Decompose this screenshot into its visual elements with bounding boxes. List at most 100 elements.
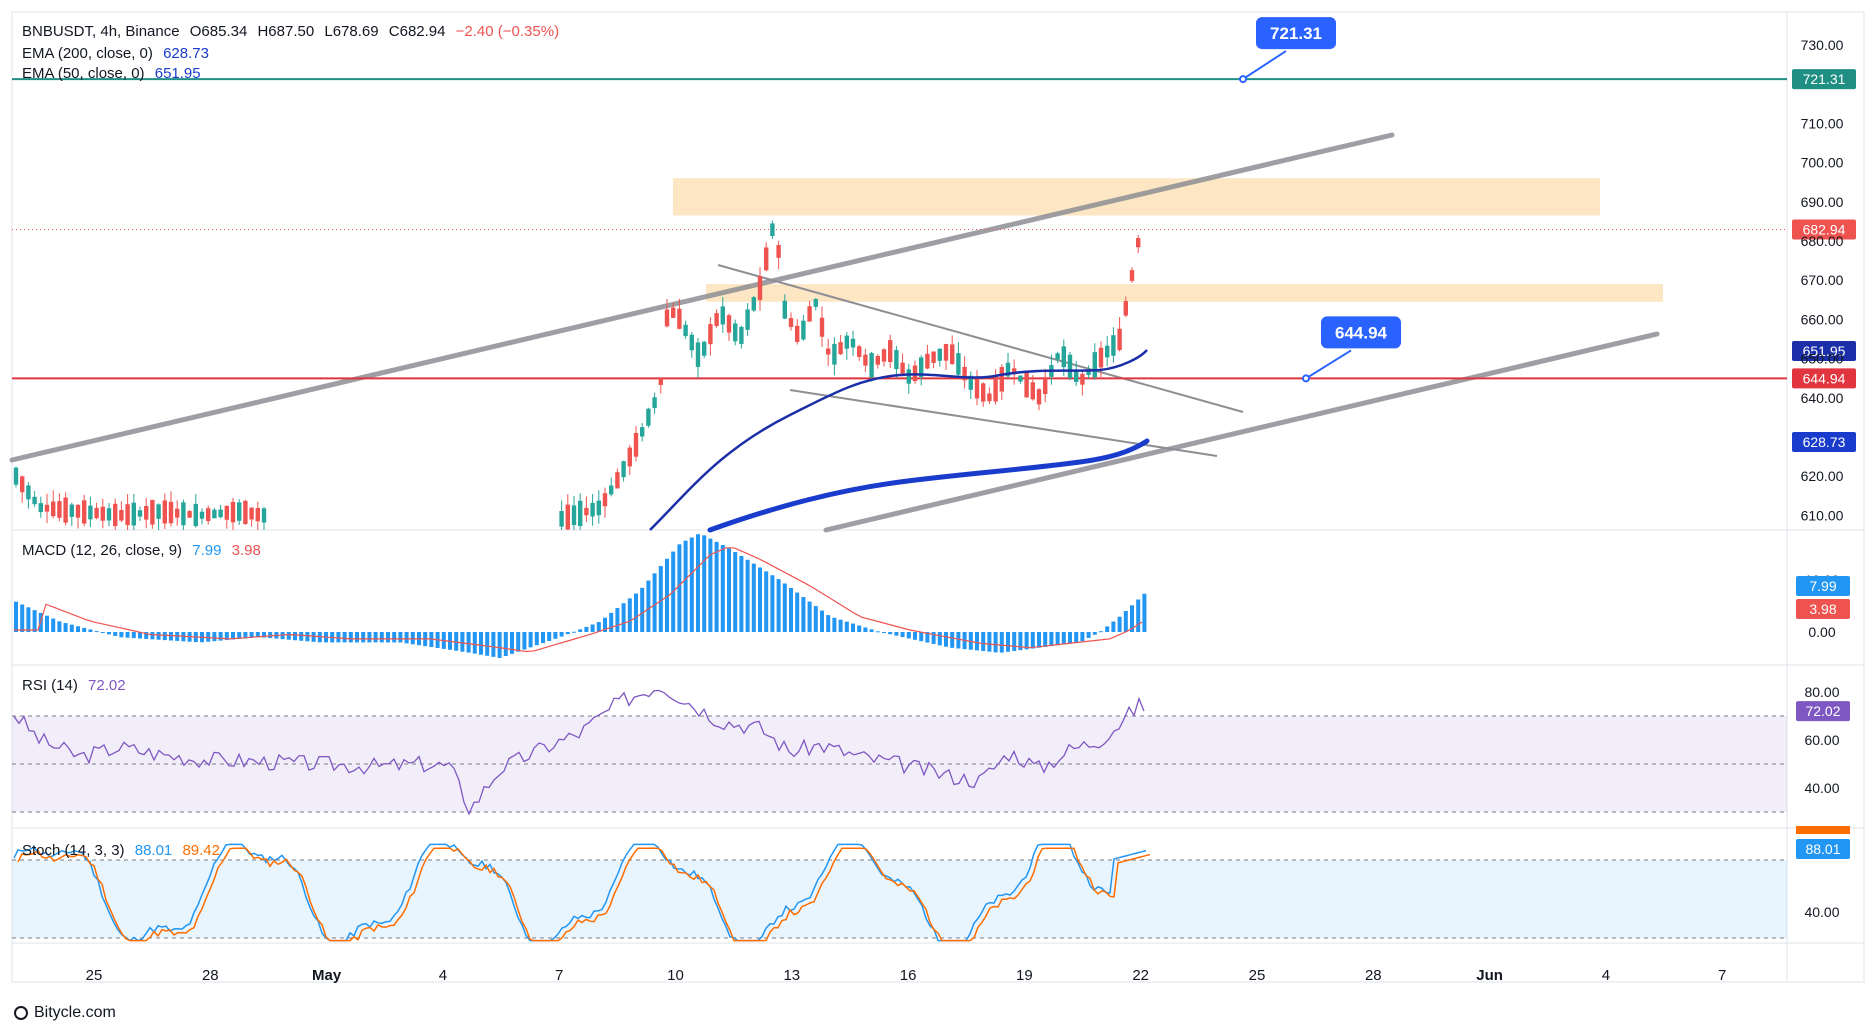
- candle-body-97: [906, 369, 911, 384]
- stoch-legend-d: 89.42: [182, 842, 220, 859]
- macd-bar-174: [1092, 632, 1097, 635]
- stoch-d-tag: [1796, 826, 1850, 834]
- time-tick-11: 28: [1365, 967, 1382, 984]
- candle-body-65: [708, 324, 713, 345]
- candle-body-44: [578, 500, 583, 527]
- macd-bar-166: [1043, 632, 1048, 647]
- candle-body-9: [69, 504, 74, 517]
- macd-bar-2: [26, 607, 31, 632]
- ohlc-close: C682.94: [388, 23, 446, 40]
- candle-body-107: [968, 375, 973, 390]
- macd-bar-146: [919, 632, 924, 642]
- stoch-band: [12, 860, 1787, 938]
- macd-bar-123: [776, 579, 781, 632]
- macd-bar-152: [956, 632, 961, 649]
- rsi-band: [12, 716, 1787, 812]
- macd-bar-113: [714, 541, 719, 632]
- macd-bar-143: [900, 632, 905, 638]
- candle-body-90: [863, 354, 868, 366]
- macd-legend-signal: 3.98: [231, 542, 261, 559]
- candle-body-52: [627, 447, 632, 467]
- macd-bar-21: [144, 632, 149, 639]
- macd-bar-23: [156, 632, 161, 640]
- macd-bar-46: [299, 632, 304, 641]
- price-tick-2: 710.00: [1801, 115, 1844, 131]
- ohlc-open: O685.34: [189, 23, 248, 40]
- time-tick-7: 16: [900, 967, 917, 984]
- macd-bar-179: [1123, 611, 1128, 632]
- macd-bar-10: [76, 626, 80, 632]
- callout-box-1: [1321, 316, 1401, 349]
- channel-lower-line: [823, 331, 1660, 533]
- candle-body-17: [119, 510, 124, 521]
- candle-body-100: [925, 353, 930, 369]
- macd-bar-71: [454, 632, 459, 651]
- macd-signal-tag: [1796, 599, 1850, 619]
- macd-bar-119: [751, 563, 756, 632]
- macd-bar-158: [993, 632, 998, 653]
- callout-pointer-0: [1242, 50, 1287, 80]
- macd-bar-18: [125, 632, 130, 638]
- stoch-d-line: [17, 847, 1151, 942]
- macd-legend-value: 7.99: [192, 542, 222, 559]
- symbol-title: BNBUSDT, 4h, Binance: [22, 23, 180, 40]
- price-tick-15: 610.00: [1801, 507, 1844, 523]
- candle-body-48: [602, 493, 608, 507]
- candle-body-28: [187, 511, 192, 518]
- macd-bar-156: [981, 632, 986, 652]
- ohlc-high: H687.50: [257, 23, 315, 40]
- candle-body-68: [726, 315, 732, 333]
- candle-body-11: [82, 500, 87, 524]
- candle-body-101: [931, 351, 936, 363]
- macd-bar-165: [1037, 632, 1041, 648]
- candle-body-129: [1105, 345, 1110, 358]
- macd-bar-96: [609, 612, 614, 632]
- candle-body-50: [615, 472, 620, 489]
- time-tick-13: 4: [1602, 967, 1610, 984]
- time-tick-3: 4: [439, 967, 447, 984]
- macd-bar-57: [367, 632, 372, 643]
- macd-bar-102: [646, 580, 651, 632]
- macd-bar-60: [386, 632, 390, 643]
- macd-bar-53: [342, 632, 347, 643]
- macd-bar-95: [603, 617, 607, 632]
- macd-bar-7: [57, 621, 62, 632]
- candle-body-69: [733, 323, 738, 342]
- macd-bar-155: [975, 632, 979, 651]
- candle-body-106: [962, 366, 967, 381]
- candle-body-30: [199, 511, 205, 519]
- stoch-legend: Stoch (14, 3, 3) 88.01 89.42: [22, 842, 226, 859]
- candle-body-128: [1098, 347, 1104, 368]
- time-axis: 25 28 May 4 7 10 13 16 19 22 25 28 Jun 4 7: [86, 967, 1727, 984]
- candle-body-14: [100, 506, 105, 521]
- candle-body-55: [646, 408, 651, 426]
- candle-body-23: [156, 504, 161, 519]
- candle-body-60: [677, 308, 682, 329]
- candle-body-45: [584, 507, 589, 516]
- rsi-legend: RSI (14) 72.02: [22, 677, 132, 694]
- candle-body-84: [826, 348, 831, 355]
- macd-bar-147: [925, 632, 930, 643]
- macd-bar-164: [1030, 632, 1035, 649]
- macd-bar-99: [627, 598, 632, 632]
- candle-body-59: [671, 307, 676, 318]
- macd-bar-64: [410, 632, 415, 645]
- macd-bar-134: [844, 621, 849, 632]
- symbol-legend: BNBUSDT, 4h, Binance O685.34 H687.50 L67…: [22, 23, 565, 40]
- rsi-value-tag: [1796, 701, 1850, 722]
- candle-body-70: [739, 326, 744, 344]
- callout-pointer-1: [1305, 349, 1352, 380]
- time-tick-12: Jun: [1476, 967, 1503, 984]
- macd-bar-91: [578, 629, 583, 632]
- candle-body-78: [788, 318, 794, 328]
- macd-bar-121: [764, 571, 769, 632]
- macd-bar-76: [485, 632, 490, 656]
- macd-bar-63: [404, 632, 409, 644]
- macd-legend-label: MACD (12, 26, close, 9): [22, 542, 183, 559]
- channel-lines: [9, 132, 1660, 533]
- ema200-legend-value: 628.73: [163, 45, 209, 62]
- candle-body-75: [770, 223, 775, 237]
- candle-body-74: [764, 247, 769, 271]
- macd-bar-74: [472, 632, 477, 654]
